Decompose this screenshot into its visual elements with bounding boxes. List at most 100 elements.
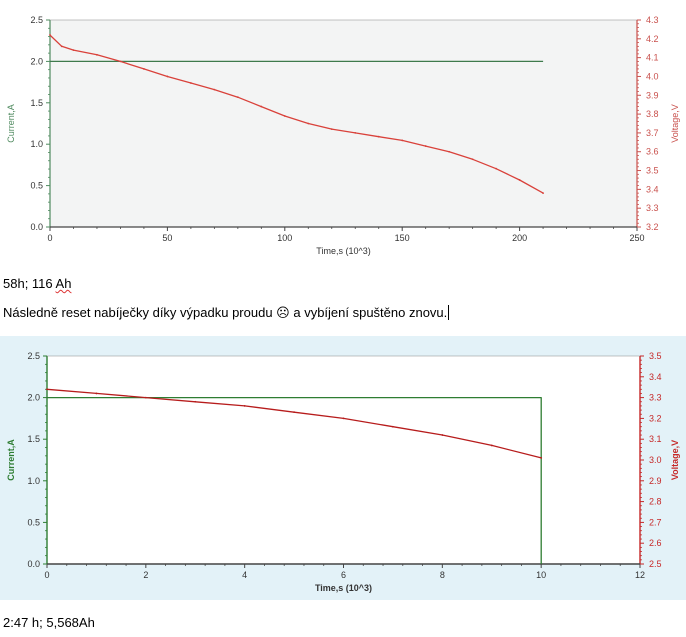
right-tick-label: 3.3 bbox=[646, 203, 659, 213]
right-tick-label: 3.4 bbox=[646, 184, 659, 194]
paragraph-text-end: a vybíjení spuštěno znovu. bbox=[289, 305, 448, 320]
x-tick-label: 0 bbox=[44, 570, 49, 580]
left-tick-label: 1.0 bbox=[27, 476, 40, 486]
voltage-point bbox=[330, 128, 333, 131]
left-tick-label: 0.5 bbox=[30, 181, 43, 191]
right-tick-label: 3.4 bbox=[649, 372, 662, 382]
current-series-line bbox=[47, 396, 542, 564]
voltage-point bbox=[260, 105, 263, 108]
right-tick-label: 2.8 bbox=[649, 497, 662, 507]
voltage-point bbox=[46, 388, 48, 391]
right-tick-label: 2.6 bbox=[649, 538, 662, 548]
voltage-point bbox=[471, 158, 474, 161]
x-tick-label: 250 bbox=[629, 233, 644, 243]
plot-area bbox=[47, 356, 640, 564]
x-tick-label: 150 bbox=[395, 233, 410, 243]
voltage-point bbox=[342, 417, 345, 420]
right-axis-label: Voltage,V bbox=[670, 104, 680, 143]
voltage-point bbox=[490, 444, 493, 447]
voltage-point bbox=[293, 411, 295, 414]
left-tick-label: 2.5 bbox=[27, 351, 40, 361]
voltage-point bbox=[96, 53, 98, 56]
right-tick-label: 3.2 bbox=[649, 413, 662, 423]
x-tick-label: 8 bbox=[440, 570, 445, 580]
right-tick-label: 3.3 bbox=[649, 393, 662, 403]
right-tick-label: 3.6 bbox=[646, 147, 659, 157]
right-tick-label: 3.5 bbox=[649, 351, 662, 361]
x-tick-label: 2 bbox=[143, 570, 148, 580]
left-axis-label: Current,A bbox=[6, 439, 16, 481]
right-tick-label: 4.0 bbox=[646, 71, 659, 81]
right-tick-label: 3.8 bbox=[646, 109, 659, 119]
voltage-point bbox=[495, 167, 498, 170]
right-tick-label: 3.2 bbox=[646, 222, 659, 232]
x-tick-label: 12 bbox=[635, 570, 645, 580]
sad-face-icon: ☹ bbox=[276, 305, 290, 320]
x-axis-label: Time,s (10^3) bbox=[316, 246, 370, 256]
left-tick-label: 2.5 bbox=[30, 15, 43, 25]
left-tick-label: 0.0 bbox=[27, 559, 40, 569]
voltage-point bbox=[49, 34, 51, 36]
paragraph-text-start: Následně reset nabíječky díky výpadku pr… bbox=[3, 305, 277, 320]
voltage-point bbox=[441, 434, 444, 436]
x-tick-label: 200 bbox=[512, 233, 527, 243]
voltage-point bbox=[401, 139, 404, 142]
chart-svg: 0 2 4 6 8 10 12 Time,s (10^3) 0.0 0.5 1.0 1.5 2.0 2.5… bbox=[0, 336, 686, 600]
voltage-point bbox=[189, 82, 192, 84]
voltage-point bbox=[542, 192, 544, 195]
x-tick-label: 50 bbox=[162, 233, 172, 243]
left-tick-label: 0.5 bbox=[27, 517, 40, 527]
voltage-point bbox=[424, 145, 427, 147]
text-cursor bbox=[448, 305, 450, 320]
right-tick-label: 3.1 bbox=[649, 434, 662, 444]
right-tick-label: 3.7 bbox=[646, 128, 659, 138]
caption-1-value: 58h; 116 bbox=[3, 276, 56, 291]
voltage-point bbox=[60, 45, 63, 48]
voltage-point bbox=[95, 392, 98, 395]
left-tick-label: 1.5 bbox=[30, 98, 43, 108]
voltage-point bbox=[392, 425, 394, 428]
voltage-point bbox=[307, 122, 310, 125]
right-tick-label: 2.7 bbox=[649, 517, 662, 527]
voltage-point bbox=[213, 88, 216, 91]
voltage-point bbox=[166, 75, 169, 78]
voltage-point bbox=[72, 49, 75, 52]
voltage-point bbox=[194, 400, 197, 403]
voltage-point bbox=[448, 150, 451, 153]
caption-1-unit: Ah bbox=[55, 276, 72, 291]
x-tick-label: 0 bbox=[47, 233, 52, 243]
caption-1: 58h; 116 Ah bbox=[3, 276, 71, 291]
right-tick-label: 4.2 bbox=[646, 34, 659, 44]
x-tick-label: 10 bbox=[536, 570, 546, 580]
voltage-point bbox=[377, 135, 380, 138]
right-tick-label: 4.3 bbox=[646, 15, 659, 25]
left-tick-label: 0.0 bbox=[30, 222, 43, 232]
left-tick-label: 1.0 bbox=[30, 139, 43, 149]
x-tick-label: 100 bbox=[277, 233, 292, 243]
caption-2: 2:47 h; 5,568Ah bbox=[3, 615, 95, 630]
right-tick-label: 2.5 bbox=[649, 559, 662, 569]
paragraph: Následně reset nabíječky díky výpadku pr… bbox=[3, 305, 450, 321]
discharge-chart-1: 0 50 100 150 200 250 Time,s (10^3) 0.0 0.5 1.0 1.5… bbox=[0, 0, 686, 262]
right-tick-label: 4.1 bbox=[646, 53, 659, 63]
voltage-point bbox=[144, 396, 147, 399]
right-axis-label: Voltage,V bbox=[670, 440, 680, 480]
voltage-point bbox=[540, 457, 543, 459]
right-tick-label: 3.5 bbox=[646, 166, 659, 176]
voltage-point bbox=[243, 405, 246, 407]
left-axis-label: Current,A bbox=[6, 104, 16, 143]
x-axis-label: Time,s (10^3) bbox=[315, 583, 372, 593]
x-tick-label: 6 bbox=[341, 570, 346, 580]
left-tick-label: 2.0 bbox=[30, 56, 43, 66]
plot-area bbox=[50, 20, 637, 227]
chart-svg: 0 50 100 150 200 250 Time,s (10^3) 0.0 0.5 1.0 1.5… bbox=[0, 0, 686, 262]
voltage-point bbox=[354, 132, 357, 134]
voltage-point bbox=[518, 179, 521, 181]
right-tick-label: 3.9 bbox=[646, 90, 659, 100]
right-tick-label: 2.9 bbox=[649, 476, 662, 486]
voltage-point bbox=[283, 115, 286, 117]
left-tick-label: 2.0 bbox=[27, 393, 40, 403]
voltage-point bbox=[236, 96, 239, 99]
right-tick-label: 3.0 bbox=[649, 455, 662, 465]
voltage-point bbox=[143, 68, 145, 70]
